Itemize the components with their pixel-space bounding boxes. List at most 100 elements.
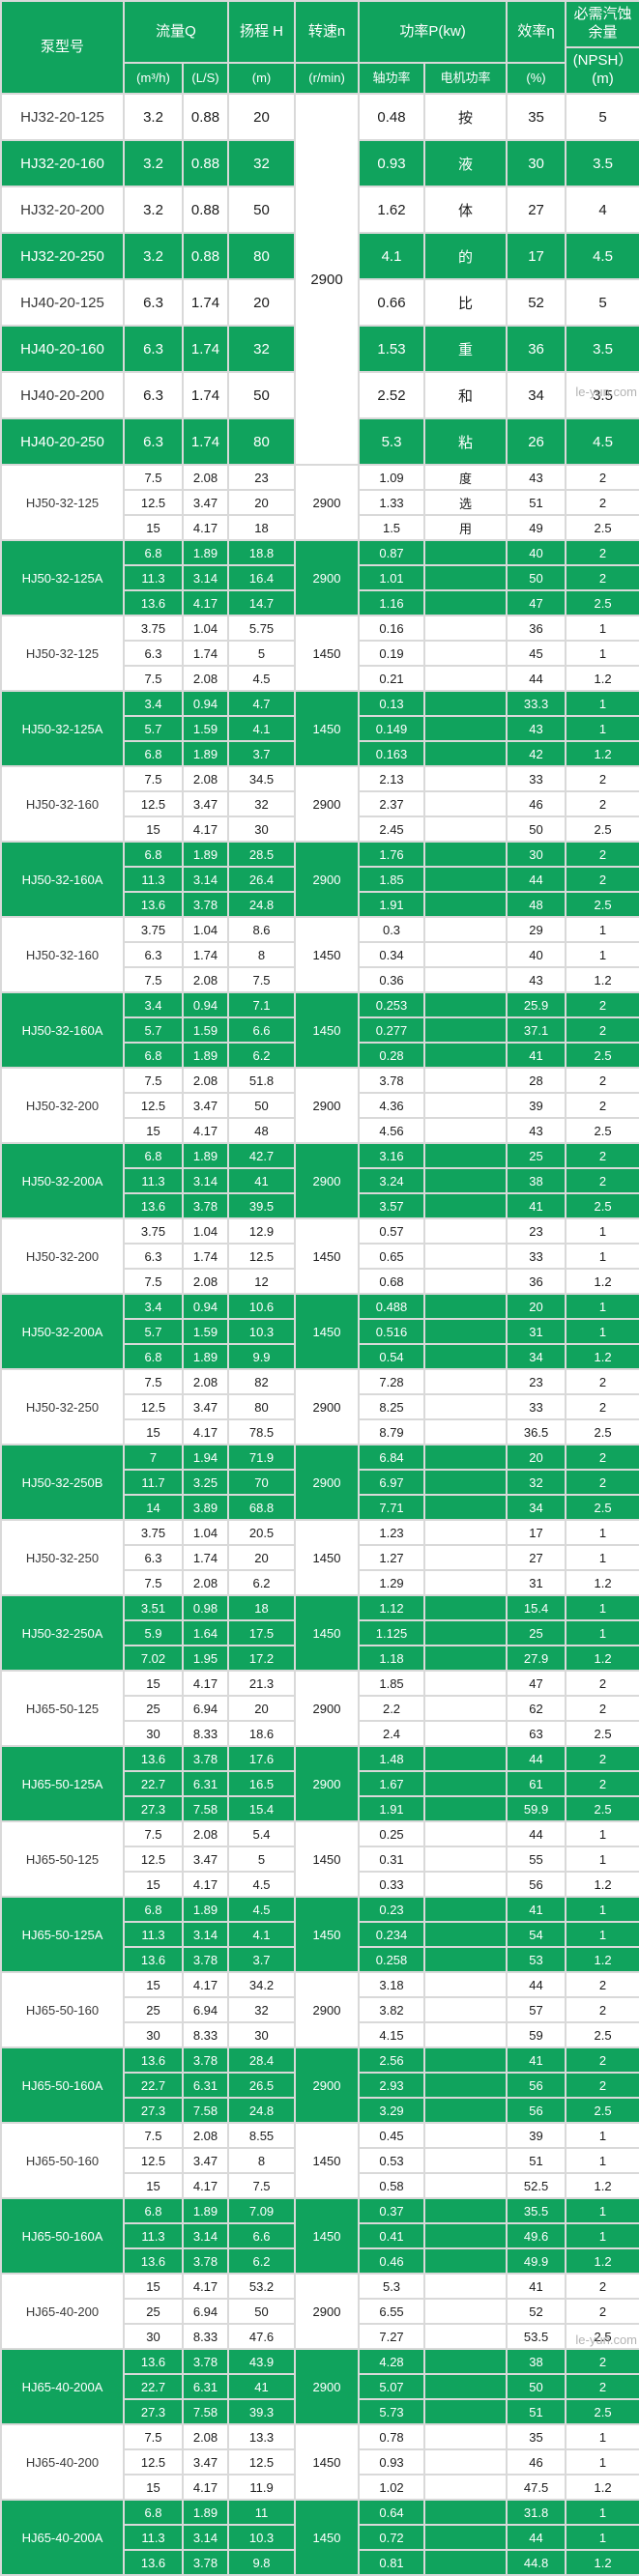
head-cell: 50 [227,371,297,419]
speed-cell: 2900 [294,2273,361,2350]
flow-m3h-cell: 13.6 [123,2247,184,2275]
shaft-power-cell: 0.163 [358,740,426,767]
efficiency-cell: 30 [506,139,567,187]
npsh-cell: 5 [565,93,639,141]
table-row: 6.8 1.89 3.7 0.163 42 1.2 [1,740,639,767]
npsh-cell: 3.5 [565,371,639,419]
head-cell: 9.9 [227,1343,297,1370]
shaft-power-cell: 1.53 [358,325,426,373]
flow-ls-cell: 2.08 [181,1820,230,1847]
table-row: HJ50-32-125A 3.4 0.94 4.7 1450 0.13 33.3 1 [0,690,639,767]
shaft-power-cell: 0.37 [358,2197,426,2224]
npsh-cell: 1 [565,1921,639,1948]
motor-power-cell [423,2298,508,2325]
npsh-cell: 2.5 [565,2323,639,2350]
flow-ls-cell: 3.47 [181,790,230,817]
shaft-power-cell: 1.62 [358,186,426,234]
npsh-cell: 1.2 [565,1268,639,1295]
table-row: 11.3 3.14 26.4 1.85 44 2 [1,866,639,893]
table-row: HJ50-32-160 7.5 2.08 34.5 2900 2.13 33 2 [0,765,639,843]
head-cell: 17.5 [227,1619,297,1646]
npsh-cell: 4.5 [565,417,639,466]
efficiency-cell: 33 [506,1393,567,1420]
motor-power-cell [423,841,508,868]
motor-power-cell [423,690,508,717]
flow-ls-cell: 2.08 [181,2423,230,2450]
efficiency-cell: 49.6 [506,2222,567,2249]
head-cell: 34.5 [227,765,297,792]
shaft-power-cell: 3.78 [358,1067,426,1094]
efficiency-cell: 28 [506,1067,567,1094]
flow-m3h-cell: 15 [123,1871,184,1898]
flow-ls-cell: 4.17 [181,1971,230,1998]
shaft-power-cell: 6.55 [358,2298,426,2325]
efficiency-cell: 39 [506,2122,567,2149]
shaft-power-cell: 1.91 [358,1795,426,1822]
motor-power-cell [423,991,508,1018]
flow-m3h-cell: 6.8 [123,1042,184,1069]
flow-m3h-cell: 6.8 [123,1343,184,1370]
head-cell: 32 [227,139,297,187]
head-cell: 53.2 [227,2273,297,2300]
efficiency-cell: 48 [506,891,567,918]
header-power-motor: 电机功率 [423,62,508,95]
flow-ls-cell: 4.17 [181,1117,230,1144]
efficiency-cell: 44 [506,1745,567,1772]
table-row: 7.5 2.08 6.2 1.29 31 1.2 [1,1569,639,1596]
shaft-power-cell: 4.15 [358,2021,426,2048]
npsh-cell: 2.5 [565,1042,639,1069]
model-cell: HJ40-20-200 [0,371,125,419]
pump-table-body: HJ32-20-125 3.2 0.88 20 2900 0.48 按 35 5 HJ32-20-… [0,93,639,2576]
table-row: 12.5 3.47 8 0.53 51 1 [1,2147,639,2174]
flow-ls-cell: 3.78 [181,2549,230,2576]
table-row: 13.6 3.78 3.7 0.258 53 1.2 [1,1946,639,1973]
head-cell: 68.8 [227,1494,297,1521]
head-cell: 6.6 [227,1016,297,1044]
flow-ls-cell: 0.94 [181,991,230,1018]
table-row: 15 4.17 30 2.45 50 2.5 [1,816,639,843]
efficiency-cell: 25 [506,1619,567,1646]
flow-m3h-cell: 22.7 [123,2373,184,2400]
flow-m3h-cell: 6.8 [123,740,184,767]
table-row: 12.5 3.47 32 2.37 46 2 [1,790,639,817]
motor-power-cell [423,1016,508,1044]
efficiency-cell: 40 [506,941,567,968]
speed-cell: 1450 [294,2499,361,2576]
head-cell: 5.4 [227,1820,297,1847]
npsh-cell: 1.2 [565,1645,639,1672]
flow-m3h-cell: 7.5 [123,2423,184,2450]
flow-ls-cell: 0.88 [181,186,230,234]
head-cell: 15.4 [227,1795,297,1822]
flow-m3h-cell: 7.5 [123,464,184,491]
flow-ls-cell: 1.74 [181,1544,230,1571]
flow-ls-cell: 3.14 [181,1921,230,1948]
speed-cell: 2900 [294,1067,361,1144]
table-row: 15 4.17 48 4.56 43 2.5 [1,1117,639,1144]
flow-ls-cell: 3.47 [181,489,230,516]
motor-power-cell [423,866,508,893]
model-cell: HJ40-20-160 [0,325,125,373]
head-cell: 18.6 [227,1720,297,1747]
shaft-power-cell: 0.23 [358,1896,426,1923]
head-cell: 6.2 [227,1042,297,1069]
table-row: HJ65-50-160A 13.6 3.78 28.4 2900 2.56 41 2 [0,2046,639,2124]
head-cell: 8.55 [227,2122,297,2149]
head-cell: 11 [227,2499,297,2526]
efficiency-cell: 56 [506,2072,567,2099]
model-cell: HJ50-32-250B [0,1444,125,1521]
model-cell: HJ32-20-125 [0,93,125,141]
flow-m3h-cell: 12.5 [123,2147,184,2174]
model-cell: HJ32-20-160 [0,139,125,187]
motor-power-cell: 重 [423,325,508,373]
efficiency-cell: 41 [506,2273,567,2300]
npsh-cell: 2 [565,1393,639,1420]
motor-power-cell [423,2172,508,2199]
flow-m3h-cell: 7.5 [123,1067,184,1094]
flow-ls-cell: 3.78 [181,2046,230,2074]
head-cell: 20 [227,1544,297,1571]
flow-ls-cell: 2.08 [181,1569,230,1596]
flow-ls-cell: 3.78 [181,1946,230,1973]
model-cell: HJ50-32-250 [0,1368,125,1445]
model-cell: HJ50-32-125A [0,690,125,767]
npsh-cell: 2.5 [565,1117,639,1144]
